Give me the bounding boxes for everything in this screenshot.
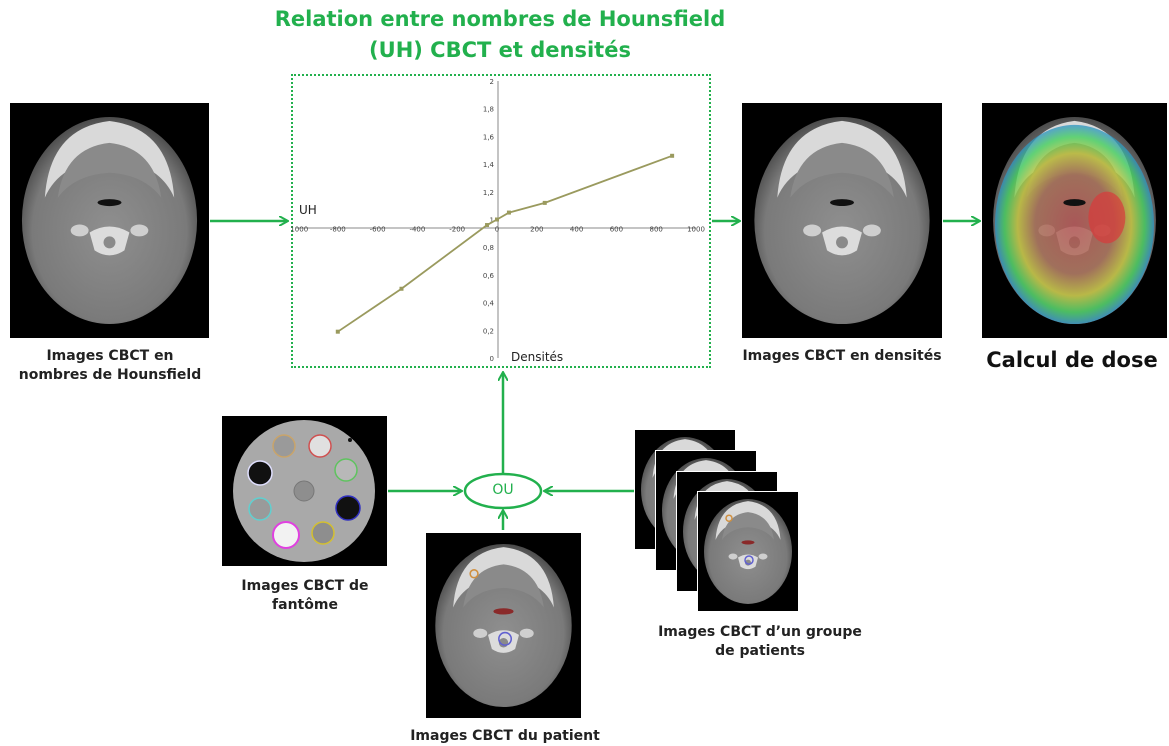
caption-hu-images: Images CBCT en nombres de Hounsfield <box>0 347 220 385</box>
diagram-title: Relation entre nombres de Hounsfield (UH… <box>260 4 740 66</box>
y-axis-label: Densités <box>511 350 563 364</box>
x-tick-labels: -1000 -800 -600 -400 -200 0 200 400 600 800 1000 <box>291 226 705 234</box>
caption-dose: Calcul de dose <box>986 348 1158 372</box>
y-tick-label: 1 <box>490 217 494 225</box>
y-tick-label: 1,2 <box>483 189 494 197</box>
data-point <box>495 217 499 222</box>
data-point <box>485 223 490 228</box>
caption-phantom-line-1: Images CBCT de <box>241 578 369 594</box>
caption-group-line-2: de patients <box>715 643 805 659</box>
ct-head-drawing <box>435 543 572 708</box>
ct-image-dose <box>982 103 1167 338</box>
caption-phantom-line-2: fantôme <box>272 597 338 613</box>
y-tick-label: 2 <box>490 78 494 86</box>
caption-hu-line-2: nombres de Hounsfield <box>18 367 202 383</box>
x-tick-label: 600 <box>610 226 623 234</box>
ou-junction <box>463 472 543 510</box>
x-tick-label: 800 <box>650 226 663 234</box>
x-axis-label: UH <box>299 203 317 217</box>
y-tick-label: 1,4 <box>483 161 495 169</box>
data-point <box>335 329 340 334</box>
patient-ct-image <box>426 533 581 718</box>
ct-image-densities <box>742 103 942 338</box>
y-tick-label: 1,6 <box>483 133 495 141</box>
ct-head-drawing <box>704 499 792 604</box>
x-tick-label: 200 <box>530 226 543 234</box>
phantom-image <box>222 416 387 566</box>
dose-overlay-drawing <box>993 116 1156 325</box>
x-tick-label: -800 <box>330 226 346 234</box>
group-ct-image-4 <box>697 491 799 612</box>
data-point <box>542 200 547 205</box>
caption-density-images: Images CBCT en densités <box>742 348 942 364</box>
caption-patient: Images CBCT du patient <box>410 728 600 744</box>
ct-image-hounsfield <box>10 103 209 338</box>
phantom-drawing <box>233 420 375 562</box>
x-tick-label: 400 <box>570 226 583 234</box>
x-tick-label: 0 <box>495 226 499 234</box>
y-tick-label: 0 <box>490 355 494 363</box>
title-line-2: (UH) CBCT et densités <box>369 38 631 62</box>
data-point <box>399 286 404 291</box>
series-points <box>335 153 675 334</box>
caption-phantom: Images CBCT de fantôme <box>210 577 400 615</box>
x-tick-label: -600 <box>370 226 386 234</box>
chart-frame <box>291 74 711 368</box>
y-tick-label: 1,8 <box>483 106 494 114</box>
x-tick-label: 1000 <box>687 226 705 234</box>
y-tick-label: 0,8 <box>483 244 494 252</box>
caption-hu-line-1: Images CBCT en <box>46 348 174 364</box>
x-tick-label: -400 <box>409 226 425 234</box>
data-point <box>506 210 511 215</box>
caption-group-line-1: Images CBCT d’un groupe <box>658 624 862 640</box>
data-point <box>670 153 675 158</box>
x-tick-label: -200 <box>449 226 465 234</box>
x-tick-label: -1000 <box>291 226 308 234</box>
y-tick-labels: 0 0,2 0,4 0,6 0,8 1 1,2 1,4 1,6 1,8 2 <box>483 78 495 363</box>
hu-density-chart: -1000 -800 -600 -400 -200 0 200 400 600 800 1000 0… <box>291 78 705 364</box>
y-tick-label: 0,4 <box>483 300 495 308</box>
title-line-1: Relation entre nombres de Hounsfield <box>274 7 726 31</box>
ou-label: OU <box>492 482 514 498</box>
y-tick-label: 0,6 <box>483 272 495 280</box>
y-tick-label: 0,2 <box>483 327 494 335</box>
caption-group: Images CBCT d’un groupe de patients <box>640 623 880 661</box>
